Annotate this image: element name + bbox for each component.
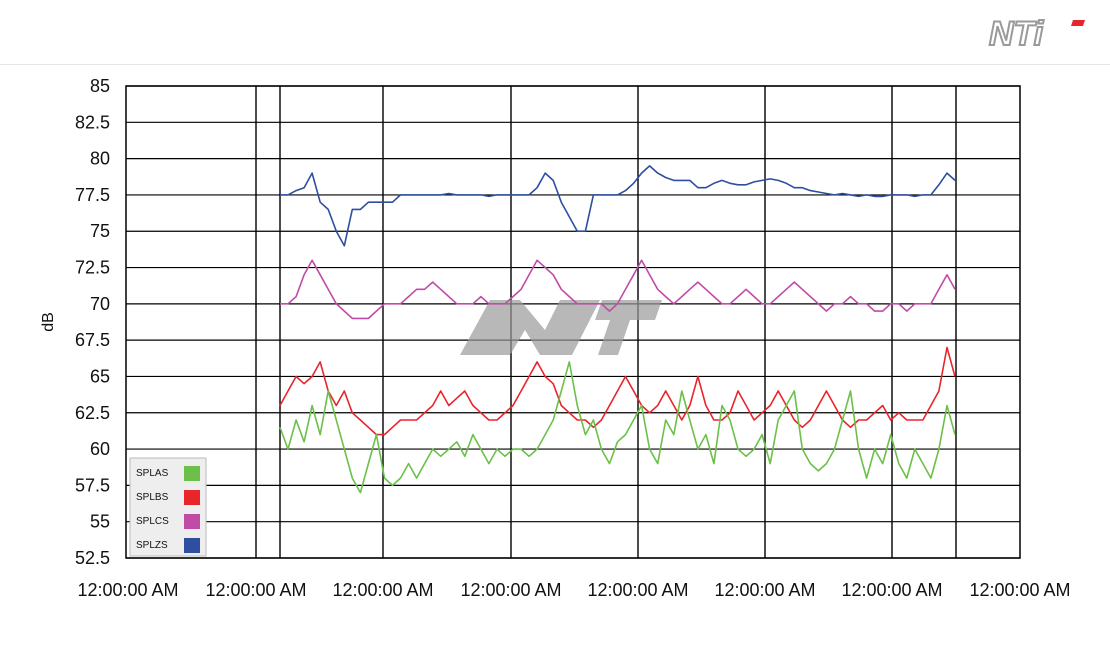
legend-swatch	[184, 466, 200, 481]
x-tick-label: 12:00:00 AM	[332, 580, 433, 600]
legend-swatch	[184, 490, 200, 505]
x-tick-label: 12:00:00 AM	[77, 580, 178, 600]
y-tick-label: 57.5	[75, 475, 110, 495]
series-line-splas	[279, 361, 956, 494]
nti-logo: NTi	[985, 14, 1095, 54]
series-line-splzs	[280, 165, 956, 247]
legend-label: SPLBS	[136, 492, 169, 503]
x-tick-labels: 12:00:00 AM 12:00:00 AM 12:00:00 AM 12:00:0…	[77, 580, 1070, 600]
series-line-splbs	[279, 346, 956, 436]
legend-swatch	[184, 514, 200, 529]
x-tick-label: 12:00:00 AM	[460, 580, 561, 600]
header-divider	[0, 64, 1110, 65]
y-tick-label: 80	[90, 149, 110, 169]
y-tick-label: 52.5	[75, 548, 110, 568]
grid-layer	[125, 85, 1021, 559]
y-tick-label: 72.5	[75, 258, 110, 278]
legend-label: SPLCS	[136, 516, 169, 527]
x-tick-label: 12:00:00 AM	[714, 580, 815, 600]
legend-swatch	[184, 538, 200, 553]
y-tick-label: 55	[90, 512, 110, 532]
legend-label: SPLAS	[136, 468, 169, 479]
y-tick-label: 82.5	[75, 112, 110, 132]
x-tick-label: 12:00:00 AM	[969, 580, 1070, 600]
y-tick-label: 75	[90, 221, 110, 241]
y-tick-label: 65	[90, 366, 110, 386]
y-tick-label: 67.5	[75, 330, 110, 350]
y-tick-label: 62.5	[75, 403, 110, 423]
y-axis-label: dB	[40, 312, 57, 332]
x-tick-label: 12:00:00 AM	[205, 580, 306, 600]
y-tick-labels: 85 82.5 80 77.5 75 72.5 70 67.5 65 62.5 60 57.5 55 52…	[75, 76, 110, 568]
y-tick-label: 70	[90, 294, 110, 314]
series-line-splcs	[280, 259, 956, 320]
watermark-logo	[460, 300, 662, 355]
y-tick-label: 77.5	[75, 185, 110, 205]
y-tick-label: 85	[90, 76, 110, 96]
series-layer	[279, 165, 956, 494]
y-tick-label: 60	[90, 439, 110, 459]
logo-text: NTi	[989, 15, 1045, 53]
legend: SPLAS SPLBS SPLCS SPLZS	[129, 457, 207, 557]
x-tick-label: 12:00:00 AM	[841, 580, 942, 600]
legend-label: SPLZS	[136, 540, 168, 551]
x-tick-label: 12:00:00 AM	[587, 580, 688, 600]
